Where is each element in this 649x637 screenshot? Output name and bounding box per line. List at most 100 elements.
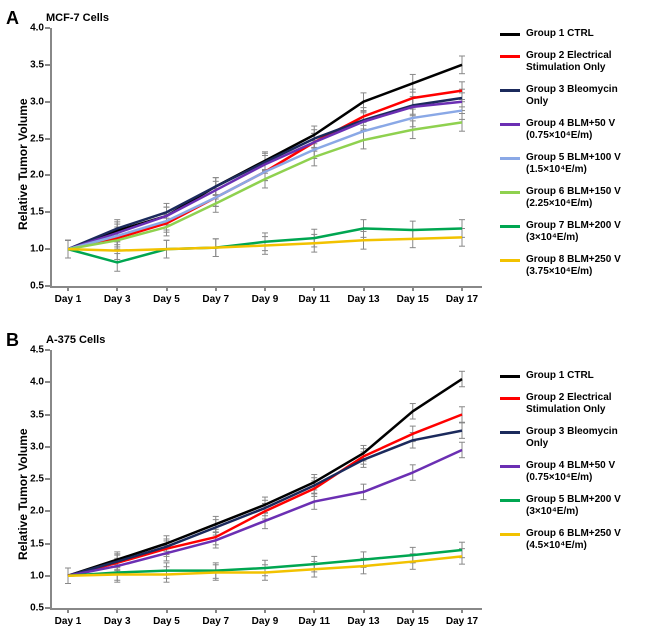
x-tick-label: Day 13 (344, 294, 384, 305)
legend-swatch (500, 191, 520, 194)
y-tick-label: 1.5 (16, 207, 44, 218)
y-tick-label: 1.0 (16, 244, 44, 255)
legend-text: Group 4 BLM+50 V (0.75×10⁴E/m) (526, 460, 636, 484)
x-tick-label: Day 3 (97, 616, 137, 627)
x-tick-label: Day 1 (48, 294, 88, 305)
x-tick-label: Day 9 (245, 616, 285, 627)
legend-swatch (500, 499, 520, 502)
legend-item: Group 3 Bleomycin Only (500, 84, 636, 108)
panel-subtitle-A: MCF-7 Cells (46, 12, 109, 24)
x-tick-label: Day 7 (196, 616, 236, 627)
legend-B: Group 1 CTRL Group 2 Electrical Stimulati… (500, 370, 636, 562)
x-tick (412, 608, 414, 613)
y-tick-label: 1.5 (16, 538, 44, 549)
panel-subtitle-B: A-375 Cells (46, 334, 105, 346)
x-tick (363, 286, 365, 291)
y-tick-label: 0.5 (16, 603, 44, 614)
legend-swatch (500, 259, 520, 262)
legend-text: Group 3 Bleomycin Only (526, 84, 636, 108)
x-tick (461, 608, 463, 613)
legend-swatch (500, 55, 520, 58)
x-tick-label: Day 17 (442, 616, 482, 627)
legend-swatch (500, 397, 520, 400)
x-tick-label: Day 17 (442, 294, 482, 305)
legend-item: Group 1 CTRL (500, 28, 636, 40)
x-tick (461, 286, 463, 291)
legend-text: Group 2 Electrical Stimulation Only (526, 50, 636, 74)
legend-item: Group 7 BLM+200 V (3×10⁴E/m) (500, 220, 636, 244)
y-tick-label: 4.5 (16, 345, 44, 356)
chart-svg-B (50, 350, 480, 608)
legend-text: Group 2 Electrical Stimulation Only (526, 392, 636, 416)
x-tick-label: Day 7 (196, 294, 236, 305)
x-tick-label: Day 13 (344, 616, 384, 627)
x-tick-label: Day 15 (393, 616, 433, 627)
y-tick-label: 0.5 (16, 281, 44, 292)
y-tick-label: 2.5 (16, 133, 44, 144)
x-tick-label: Day 11 (294, 616, 334, 627)
x-tick-label: Day 5 (147, 616, 187, 627)
legend-item: Group 2 Electrical Stimulation Only (500, 50, 636, 74)
legend-text: Group 1 CTRL (526, 370, 594, 382)
x-tick-label: Day 15 (393, 294, 433, 305)
legend-swatch (500, 225, 520, 228)
legend-item: Group 6 BLM+250 V (4.5×10⁴E/m) (500, 528, 636, 552)
legend-swatch (500, 123, 520, 126)
legend-item: Group 4 BLM+50 V (0.75×10⁴E/m) (500, 460, 636, 484)
legend-text: Group 3 Bleomycin Only (526, 426, 636, 450)
x-tick (264, 608, 266, 613)
x-tick-label: Day 3 (97, 294, 137, 305)
legend-item: Group 6 BLM+150 V (2.25×10⁴E/m) (500, 186, 636, 210)
legend-text: Group 6 BLM+150 V (2.25×10⁴E/m) (526, 186, 636, 210)
x-tick (67, 286, 69, 291)
legend-item: Group 8 BLM+250 V (3.75×10⁴E/m) (500, 254, 636, 278)
legend-swatch (500, 33, 520, 36)
x-tick (313, 286, 315, 291)
y-tick-label: 4.0 (16, 23, 44, 34)
y-tick-label: 4.0 (16, 377, 44, 388)
legend-swatch (500, 533, 520, 536)
x-tick (116, 608, 118, 613)
x-tick (412, 286, 414, 291)
x-tick (116, 286, 118, 291)
x-tick (67, 608, 69, 613)
legend-item: Group 3 Bleomycin Only (500, 426, 636, 450)
legend-item: Group 4 BLM+50 V (0.75×10⁴E/m) (500, 118, 636, 142)
legend-item: Group 1 CTRL (500, 370, 636, 382)
legend-text: Group 4 BLM+50 V (0.75×10⁴E/m) (526, 118, 636, 142)
legend-A: Group 1 CTRL Group 2 Electrical Stimulati… (500, 28, 636, 288)
x-tick-label: Day 5 (147, 294, 187, 305)
x-tick (313, 608, 315, 613)
x-tick (166, 286, 168, 291)
chart-svg-A (50, 28, 480, 286)
x-tick (215, 608, 217, 613)
y-tick-label: 2.5 (16, 474, 44, 485)
legend-swatch (500, 465, 520, 468)
legend-text: Group 7 BLM+200 V (3×10⁴E/m) (526, 220, 636, 244)
legend-item: Group 5 BLM+200 V (3×10⁴E/m) (500, 494, 636, 518)
y-tick-label: 2.0 (16, 506, 44, 517)
series-line (68, 415, 462, 576)
x-tick-label: Day 1 (48, 616, 88, 627)
legend-text: Group 8 BLM+250 V (3.75×10⁴E/m) (526, 254, 636, 278)
y-tick-label: 3.0 (16, 441, 44, 452)
legend-swatch (500, 431, 520, 434)
x-tick (363, 608, 365, 613)
legend-item: Group 2 Electrical Stimulation Only (500, 392, 636, 416)
x-tick (264, 286, 266, 291)
legend-text: Group 5 BLM+100 V (1.5×10⁴E/m) (526, 152, 636, 176)
legend-swatch (500, 89, 520, 92)
y-tick-label: 3.5 (16, 59, 44, 70)
legend-swatch (500, 375, 520, 378)
x-tick (166, 608, 168, 613)
legend-text: Group 5 BLM+200 V (3×10⁴E/m) (526, 494, 636, 518)
y-tick-label: 3.5 (16, 409, 44, 420)
y-tick-label: 3.0 (16, 96, 44, 107)
legend-item: Group 5 BLM+100 V (1.5×10⁴E/m) (500, 152, 636, 176)
x-tick-label: Day 9 (245, 294, 285, 305)
x-tick-label: Day 11 (294, 294, 334, 305)
legend-swatch (500, 157, 520, 160)
y-tick-label: 1.0 (16, 570, 44, 581)
y-tick-label: 2.0 (16, 170, 44, 181)
x-tick (215, 286, 217, 291)
